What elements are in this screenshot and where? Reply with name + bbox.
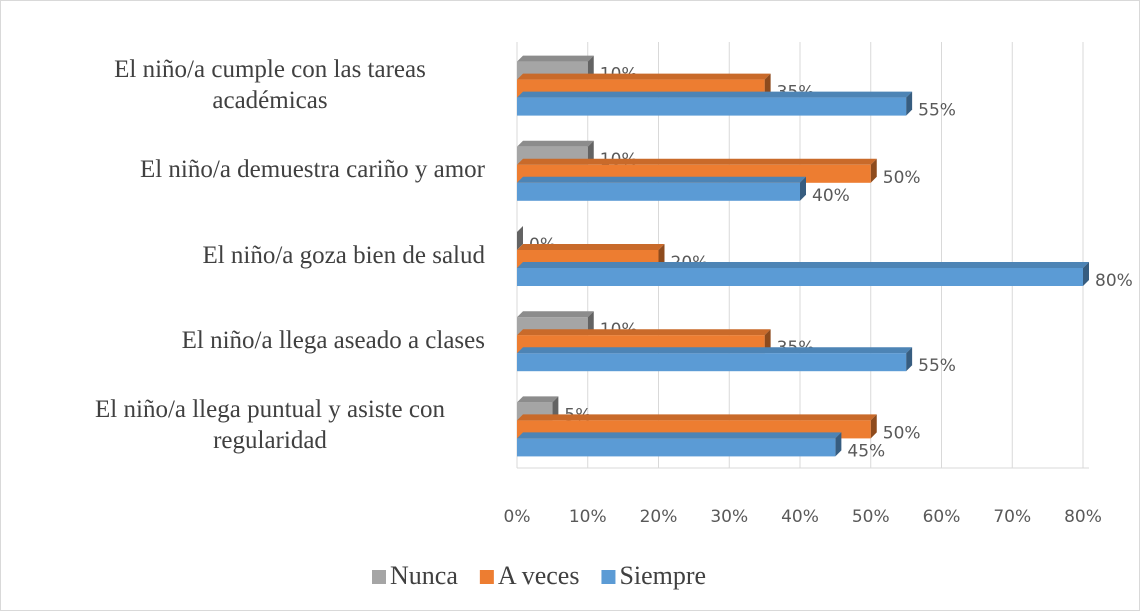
legend-swatch <box>479 570 494 584</box>
bar-top <box>517 176 806 183</box>
bar-top <box>517 244 665 250</box>
x-tick-label: 60% <box>923 507 961 527</box>
bar-side <box>870 414 877 439</box>
bar-top <box>517 73 771 80</box>
y-tick-label: El niño/a llega puntual y asiste con reg… <box>95 396 445 455</box>
legend-label: Siempre <box>619 561 706 590</box>
x-tick-label: 40% <box>781 507 819 527</box>
category-label-box: El niño/a cumple con las tareas académic… <box>25 45 485 125</box>
y-tick-label: El niño/a demuestra cariño y amor <box>139 156 485 184</box>
data-label: 50% <box>883 168 921 188</box>
bar-side <box>800 176 806 201</box>
x-tick-label: 20% <box>640 507 678 527</box>
data-label: 50% <box>883 423 921 443</box>
category-label-box: El niño/a demuestra cariño y amor <box>25 130 485 210</box>
bar <box>517 353 907 372</box>
bar-side <box>906 91 913 116</box>
data-label: 55% <box>918 101 956 121</box>
bar-top <box>517 91 913 98</box>
data-label: 40% <box>812 186 850 206</box>
x-tick-label: 70% <box>993 507 1031 527</box>
x-tick-label: 30% <box>710 507 748 527</box>
y-tick-label: El niño/a llega aseado a clases <box>181 326 485 354</box>
bar-top <box>517 432 842 439</box>
data-label: 55% <box>918 356 956 376</box>
bar <box>517 438 836 457</box>
bar-top <box>517 140 594 147</box>
legend-label: Nunca <box>390 561 458 590</box>
category-label-box: El niño/a llega puntual y asiste con reg… <box>25 385 485 465</box>
category-label-box: El niño/a llega aseado a clases <box>25 300 485 380</box>
bar-top <box>517 347 913 354</box>
y-tick-label: El niño/a goza bien de salud <box>202 241 485 269</box>
y-tick-label: El niño/a cumple con las tareas académic… <box>114 55 426 114</box>
x-tick-label: 10% <box>569 507 607 527</box>
bar <box>517 268 1083 286</box>
data-label: 45% <box>847 441 885 461</box>
bar-side <box>870 158 877 183</box>
x-tick-label: 0% <box>504 507 531 527</box>
bar-top <box>517 311 594 318</box>
bar-side <box>1083 262 1089 286</box>
bar-side <box>835 432 842 457</box>
bar-side <box>517 226 523 250</box>
bar-side <box>906 347 913 372</box>
legend-swatch <box>601 570 616 584</box>
legend-label: A veces <box>498 561 580 590</box>
bar-top <box>517 262 1089 268</box>
bar <box>517 182 800 201</box>
legend-swatch <box>372 570 386 584</box>
bar-top <box>517 55 594 62</box>
category-label-box: El niño/a goza bien de salud <box>25 215 485 295</box>
x-tick-label: 80% <box>1064 507 1102 527</box>
data-label: 80% <box>1095 271 1133 291</box>
x-tick-label: 50% <box>852 507 890 527</box>
bar-top <box>517 414 877 421</box>
bar <box>517 97 907 116</box>
bar-top <box>517 158 877 165</box>
bar-top <box>517 396 559 403</box>
bar-top <box>517 329 771 336</box>
